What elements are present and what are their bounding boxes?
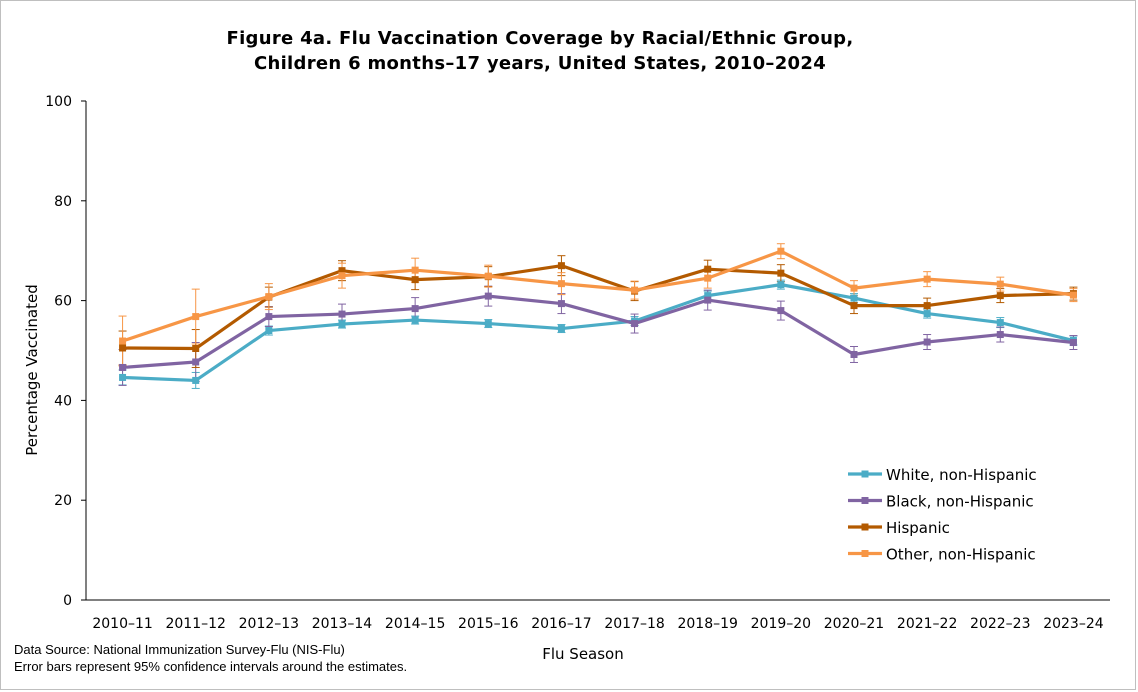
data-point-marker — [484, 320, 492, 328]
data-point-marker — [119, 373, 127, 381]
data-point-marker — [192, 358, 200, 366]
series-line — [122, 294, 1074, 370]
chart-title-line-2: Children 6 months–17 years, United State… — [253, 53, 827, 74]
data-point-marker — [119, 337, 127, 345]
y-tick-label: 60 — [54, 294, 72, 310]
data-point-marker — [338, 320, 346, 328]
data-point-marker — [411, 305, 419, 313]
data-point-marker — [704, 274, 712, 282]
series-line — [122, 283, 1074, 383]
data-point-marker — [557, 325, 565, 333]
y-tick-label: 20 — [54, 493, 72, 509]
data-point-marker — [923, 338, 931, 346]
data-point-marker — [996, 280, 1004, 288]
x-tick-label: 2017–18 — [604, 616, 664, 632]
legend-label: Hispanic — [886, 519, 950, 537]
data-point-marker — [996, 292, 1004, 300]
data-point-marker — [192, 345, 200, 353]
y-tick-label: 40 — [54, 393, 72, 409]
data-point-marker — [265, 327, 273, 335]
data-point-marker — [850, 294, 858, 302]
x-tick-label: 2019–20 — [751, 616, 811, 632]
data-point-marker — [338, 272, 346, 280]
data-point-marker — [338, 310, 346, 318]
data-point-marker — [411, 266, 419, 274]
data-point-marker — [557, 300, 565, 308]
data-point-marker — [265, 293, 273, 301]
y-tick-label: 0 — [63, 593, 72, 609]
x-tick-label: 2023–24 — [1043, 616, 1104, 632]
data-point-marker — [265, 313, 273, 321]
error-bar-note: Error bars represent 95% confidence inte… — [14, 659, 408, 674]
legend-label: Black, non-Hispanic — [886, 493, 1034, 511]
y-tick-label: 80 — [54, 194, 72, 210]
data-point-marker — [338, 267, 346, 275]
data-point-marker — [557, 280, 565, 288]
legend-marker — [861, 523, 869, 531]
data-point-marker — [996, 319, 1004, 327]
x-tick-label: 2011–12 — [165, 616, 225, 632]
legend-label: Other, non-Hispanic — [886, 546, 1036, 564]
legend-marker — [861, 470, 869, 478]
data-point-marker — [484, 272, 492, 280]
data-point-marker — [777, 281, 785, 289]
data-point-marker — [411, 276, 419, 284]
data-point-marker — [850, 302, 858, 310]
data-point-marker — [850, 350, 858, 358]
data-point-marker — [484, 292, 492, 300]
series-line — [122, 249, 1074, 343]
data-point-marker — [119, 363, 127, 371]
data-point-marker — [777, 247, 785, 255]
data-point-marker — [996, 331, 1004, 339]
data-point-marker — [631, 286, 639, 294]
x-tick-label: 2020–21 — [824, 616, 884, 632]
x-tick-label: 2018–19 — [677, 616, 737, 632]
x-tick-label: 2013–14 — [312, 616, 373, 632]
legend-label: White, non-Hispanic — [886, 466, 1037, 484]
data-point-marker — [777, 269, 785, 277]
chart-title: Figure 4a. Flu Vaccination Coverage by R… — [0, 26, 1080, 76]
data-point-marker — [192, 376, 200, 384]
data-point-marker — [119, 344, 127, 352]
data-source-note: Data Source: National Immunization Surve… — [14, 642, 345, 657]
data-point-marker — [704, 292, 712, 300]
data-point-marker — [923, 310, 931, 318]
x-tick-label: 2012–13 — [239, 616, 299, 632]
x-tick-label: 2014–15 — [385, 616, 445, 632]
data-point-marker — [1069, 339, 1077, 347]
data-point-marker — [192, 313, 200, 321]
data-point-marker — [704, 296, 712, 304]
chart-title-line-1: Figure 4a. Flu Vaccination Coverage by R… — [226, 28, 854, 49]
data-point-marker — [923, 275, 931, 283]
data-point-marker — [923, 302, 931, 310]
x-tick-label: 2021–22 — [897, 616, 957, 632]
data-point-marker — [850, 284, 858, 292]
y-tick-label: 100 — [45, 94, 72, 110]
data-point-marker — [411, 316, 419, 324]
data-point-marker — [704, 265, 712, 273]
data-point-marker — [1069, 291, 1077, 299]
x-axis-title: Flu Season — [542, 645, 624, 663]
x-tick-label: 2016–17 — [531, 616, 591, 632]
x-tick-label: 2015–16 — [458, 616, 519, 632]
y-axis-title: Percentage Vaccinated — [23, 284, 41, 455]
data-point-marker — [631, 320, 639, 328]
x-tick-label: 2010–11 — [92, 616, 152, 632]
data-point-marker — [777, 307, 785, 315]
data-point-marker — [557, 262, 565, 270]
legend-marker — [861, 497, 869, 504]
x-tick-label: 2022–23 — [970, 616, 1030, 632]
legend-marker — [861, 550, 869, 557]
footnote: Data Source: National Immunization Surve… — [14, 641, 407, 675]
